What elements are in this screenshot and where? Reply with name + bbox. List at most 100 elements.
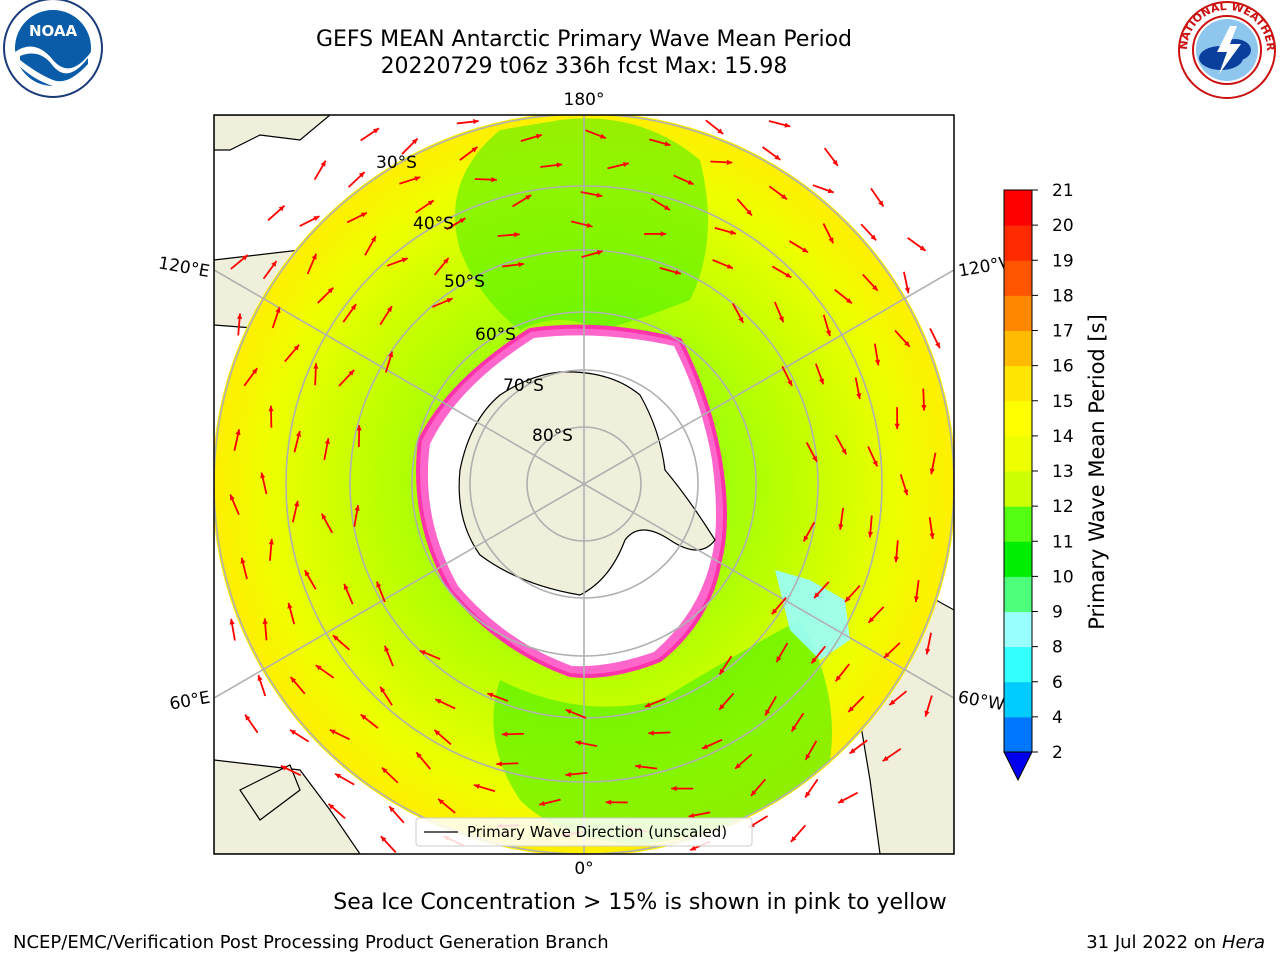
wave-arrow-head (921, 405, 927, 411)
wave-arrow-head (805, 791, 811, 798)
colorbar-tick-label: 8 (1052, 638, 1063, 658)
wave-arrow-head (785, 272, 792, 278)
wave-arrow-head (771, 608, 778, 615)
wave-arrow-head (825, 330, 831, 337)
colorbar-segment (1004, 365, 1032, 402)
wave-arrow-head (784, 122, 791, 128)
wave-arrow-head (819, 378, 824, 385)
wave-arrow-head (514, 232, 520, 238)
wave-arrow-head (313, 363, 319, 369)
wave-arrow-head (491, 177, 497, 183)
colorbar-tick-label: 11 (1052, 532, 1074, 552)
wave-arrow-head (867, 531, 874, 538)
colorbar-segment (1004, 506, 1032, 542)
wave-arrow-head (350, 304, 357, 311)
wave-arrow-head (790, 836, 797, 842)
wave-arrow-head (268, 538, 274, 545)
colorbar-tick-label: 6 (1052, 673, 1063, 693)
wave-arrow-head (746, 209, 752, 216)
wave-arrow-head (262, 618, 268, 625)
lat-label-70s: 70°S (503, 376, 544, 396)
wave-arrow-head (671, 785, 677, 792)
wave-arrow-head (882, 755, 889, 762)
wave-arrow-head (660, 231, 667, 237)
wave-arrow-head (929, 533, 935, 539)
wave-arrow-head (332, 635, 339, 641)
wave-arrow-head (380, 686, 386, 693)
noaa-logo: NOAA (3, 0, 103, 98)
wave-arrow-head (321, 513, 327, 520)
wave-arrow-head (358, 171, 365, 178)
wave-arrow-head (778, 316, 784, 323)
wave-arrow-head (726, 159, 733, 165)
wave-arrow-head (605, 799, 612, 805)
wave-arrow-head (719, 668, 725, 675)
credit-left: NCEP/EMC/Verification Post Processing Pr… (13, 932, 609, 953)
wave-arrow-head (622, 161, 629, 168)
colorbar-tick-label: 4 (1052, 708, 1063, 728)
lat-label-50s: 50°S (444, 272, 485, 292)
wave-arrow-head (904, 341, 910, 347)
colorbar-tick-label: 2 (1052, 743, 1063, 763)
lat-label-80s: 80°S (532, 426, 573, 446)
wave-arrow-head (471, 147, 478, 153)
wave-arrow-head (411, 138, 418, 145)
wave-arrow-head (690, 845, 697, 851)
credit-right: 31 Jul 2022 on Hera (1086, 932, 1265, 953)
wave-arrow-head (856, 393, 862, 400)
wave-arrow-head (702, 744, 709, 749)
wave-arrow-head (373, 128, 380, 134)
wave-arrow-head (738, 316, 744, 323)
wave-arrow-head (893, 556, 899, 563)
colorbar-tick-label: 18 (1052, 286, 1074, 306)
wave-arrow-head (750, 790, 757, 796)
lon-label-60w: 60°W (956, 687, 1006, 715)
lat-label-60s: 60°S (475, 325, 516, 345)
sea-ice-note: Sea Ice Concentration > 15% is shown in … (333, 890, 947, 915)
wave-arrow-head (324, 438, 330, 445)
wave-arrow-head (251, 368, 258, 374)
colorbar-segment (1004, 611, 1032, 648)
wave-arrow-head (381, 767, 388, 774)
wave-arrow-head (240, 557, 246, 564)
map-frame (213, 114, 955, 855)
lon-label-180: 180° (564, 90, 605, 110)
colorbar: 2 4 6 8 9 10 11 12 13 14 15 16 17 18 19 20 21 (1003, 181, 1074, 782)
legend-label: Primary Wave Direction (unscaled) (467, 823, 727, 841)
wave-arrow-head (781, 193, 788, 200)
wave-arrow-head (525, 195, 532, 201)
wave-arrow-head (229, 618, 235, 625)
colorbar-tick-label: 19 (1052, 251, 1074, 271)
wave-arrow-head (275, 307, 281, 314)
wave-arrow-head (872, 284, 878, 291)
wave-arrow-head (295, 430, 302, 437)
wave-arrow-head (327, 287, 334, 294)
wave-arrow-head (849, 748, 856, 754)
wave-arrow-head (596, 192, 603, 198)
wave-arrow-head (889, 699, 896, 706)
wave-arrow-head (929, 468, 935, 475)
wave-arrow-head (841, 448, 847, 455)
colorbar-tick-label: 16 (1052, 357, 1074, 377)
wave-arrow-head (811, 657, 817, 664)
lon-label-60e: 60°E (168, 688, 212, 715)
wave-arrow-head (245, 714, 251, 721)
wave-arrow-head (438, 798, 444, 805)
wave-arrow-head (278, 205, 285, 212)
wave-arrow-head (664, 205, 671, 211)
wave-arrow-head (735, 763, 741, 769)
wave-arrow-head (446, 298, 453, 303)
colorbar-segment (1004, 400, 1032, 437)
wave-arrow-head (674, 269, 681, 275)
wave-arrow-head (828, 237, 834, 244)
lon-label-0: 0° (574, 859, 593, 879)
wave-arrow-head (384, 645, 390, 652)
wave-arrow-head (870, 234, 877, 241)
wave-arrow-head (878, 200, 884, 207)
colorbar-segment (1004, 295, 1032, 331)
wave-arrow-head (329, 729, 336, 735)
colorbar-tick-label: 20 (1052, 216, 1074, 236)
wave-arrow-head (596, 250, 603, 256)
madagascar-landmass (239, 764, 301, 821)
colorbar-segment (1004, 681, 1032, 718)
